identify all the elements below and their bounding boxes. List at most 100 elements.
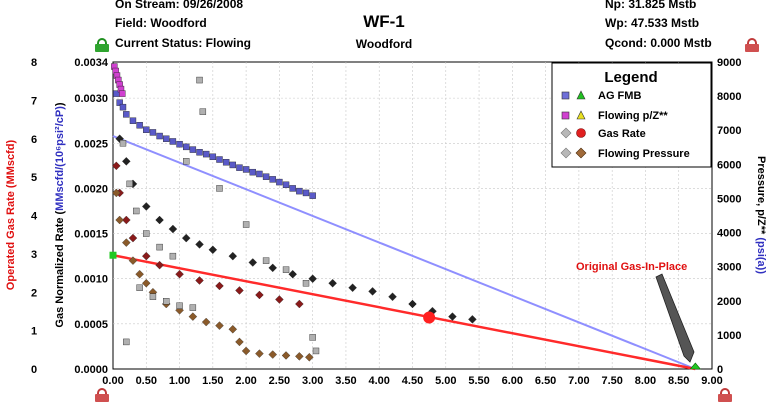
data-point xyxy=(122,215,131,225)
y-gas-rate-tick-label: 3 xyxy=(31,249,37,261)
data-point xyxy=(289,185,296,192)
data-point xyxy=(276,178,283,186)
y-pressure-tick-label: 8000 xyxy=(717,91,741,103)
data-point xyxy=(249,168,256,176)
legend-flowing-pressure-label: Flowing Pressure xyxy=(598,148,690,160)
data-point xyxy=(235,337,244,347)
data-point xyxy=(468,315,477,324)
y-gas-rate-tick-label: 5 xyxy=(31,172,37,184)
y-pressure-tick-label: 1000 xyxy=(717,330,741,342)
y-normalized-tick-label: 0.0000 xyxy=(74,364,108,376)
series-flowing-p-z- xyxy=(111,63,126,97)
data-point xyxy=(308,274,317,283)
qcond-value: Qcond: 0.000 Mstb xyxy=(605,36,712,50)
data-point xyxy=(156,132,163,140)
y-normalized-tick-label: 0.0020 xyxy=(74,183,108,195)
data-point xyxy=(309,192,316,199)
x-tick-label: 6.50 xyxy=(535,375,556,387)
current-status: Current Status: Flowing xyxy=(115,36,251,50)
data-point xyxy=(242,166,250,173)
legend-ag-fmb-label: AG FMB xyxy=(598,90,641,102)
data-point xyxy=(112,188,121,198)
data-point xyxy=(268,350,278,359)
data-point xyxy=(188,312,198,321)
y-pressure-tick-label: 0 xyxy=(717,364,723,376)
y-axis-gas-rate-title: Operated Gas Rate (MMscfd) xyxy=(5,139,17,290)
data-point xyxy=(136,122,143,129)
data-point xyxy=(348,283,357,293)
x-tick-label: 7.00 xyxy=(568,375,589,387)
data-point xyxy=(281,351,291,360)
data-point xyxy=(183,158,190,165)
y-pressure-tick-label: 3000 xyxy=(717,262,741,274)
data-point xyxy=(388,292,397,302)
data-point xyxy=(122,157,131,166)
y-axis-gas-rate-ticks: 0 1 2 3 4 5 6 7 8 xyxy=(31,57,38,376)
data-point xyxy=(282,181,290,189)
data-point xyxy=(155,260,164,270)
x-tick-label: 2.00 xyxy=(235,375,256,387)
legend-gas-rate-label: Gas Rate xyxy=(598,128,646,140)
field-name: Field: Woodford xyxy=(115,16,207,30)
data-point xyxy=(123,111,130,118)
data-point xyxy=(208,245,218,255)
legend-flowing-pressure-marker xyxy=(575,147,587,159)
lock-icon-bottom-left[interactable] xyxy=(95,388,109,402)
data-point xyxy=(119,90,126,97)
unlocked-lock-icon[interactable] xyxy=(95,38,109,52)
data-point xyxy=(122,238,131,247)
chart-title: WF-1 xyxy=(363,12,405,31)
x-tick-label: 1.00 xyxy=(169,375,190,387)
y-axis-normalized-title: Gas Normalized Rate (MMscfd/(10⁶psi²/cP)… xyxy=(54,102,66,327)
y-normalized-tick-label: 0.0015 xyxy=(74,229,108,241)
y-normalized-tick-label: 0.0030 xyxy=(74,93,108,105)
legend-pz-triangle xyxy=(576,110,586,120)
data-point xyxy=(149,129,157,136)
data-point xyxy=(189,146,197,153)
data-point xyxy=(235,286,244,295)
data-point xyxy=(368,287,377,296)
data-point xyxy=(269,176,276,183)
data-point xyxy=(241,346,251,356)
x-tick-label: 4.50 xyxy=(402,375,423,387)
data-point xyxy=(328,278,337,288)
x-tick-label: 4.00 xyxy=(369,375,390,387)
data-point xyxy=(202,150,210,158)
data-point xyxy=(255,349,264,358)
y-gas-rate-tick-label: 8 xyxy=(31,57,37,69)
data-point xyxy=(236,164,243,171)
y-normalized-tick-label: 0.0034 xyxy=(74,57,109,69)
data-point xyxy=(305,352,314,362)
legend-gas-rate-circle xyxy=(576,128,586,138)
x-tick-label: 5.50 xyxy=(468,375,489,387)
on-stream-date: On Stream: 09/26/2008 xyxy=(115,0,244,11)
data-point xyxy=(215,281,224,291)
y-normalized-tick-label: 0.0005 xyxy=(74,319,108,331)
data-point xyxy=(129,117,137,124)
data-point xyxy=(229,161,237,169)
y-axis-pressure-ticks: 0 1000 2000 3000 4000 5000 6000 7000 8000 9000 xyxy=(717,57,741,376)
data-point xyxy=(209,153,217,161)
x-tick-label: 9.00 xyxy=(701,375,722,387)
data-point xyxy=(296,187,303,195)
y-gas-rate-tick-label: 6 xyxy=(31,134,37,146)
data-point xyxy=(282,266,290,273)
y-pressure-tick-label: 7000 xyxy=(717,125,741,137)
y-gas-rate-tick-label: 4 xyxy=(31,211,38,223)
rate-trend-line xyxy=(112,254,696,371)
data-point xyxy=(169,252,177,260)
data-point xyxy=(288,269,297,279)
data-point xyxy=(268,263,278,273)
data-point xyxy=(255,290,264,300)
lock-icon-bottom-right[interactable] xyxy=(718,388,732,402)
lock-icon-top-right[interactable] xyxy=(745,38,759,52)
data-point xyxy=(228,251,238,261)
data-point xyxy=(176,140,183,148)
data-point xyxy=(256,170,263,178)
data-point xyxy=(201,317,211,327)
data-point xyxy=(176,302,183,309)
ogip-marker xyxy=(689,362,702,370)
data-point xyxy=(196,149,203,156)
data-point xyxy=(169,138,177,145)
